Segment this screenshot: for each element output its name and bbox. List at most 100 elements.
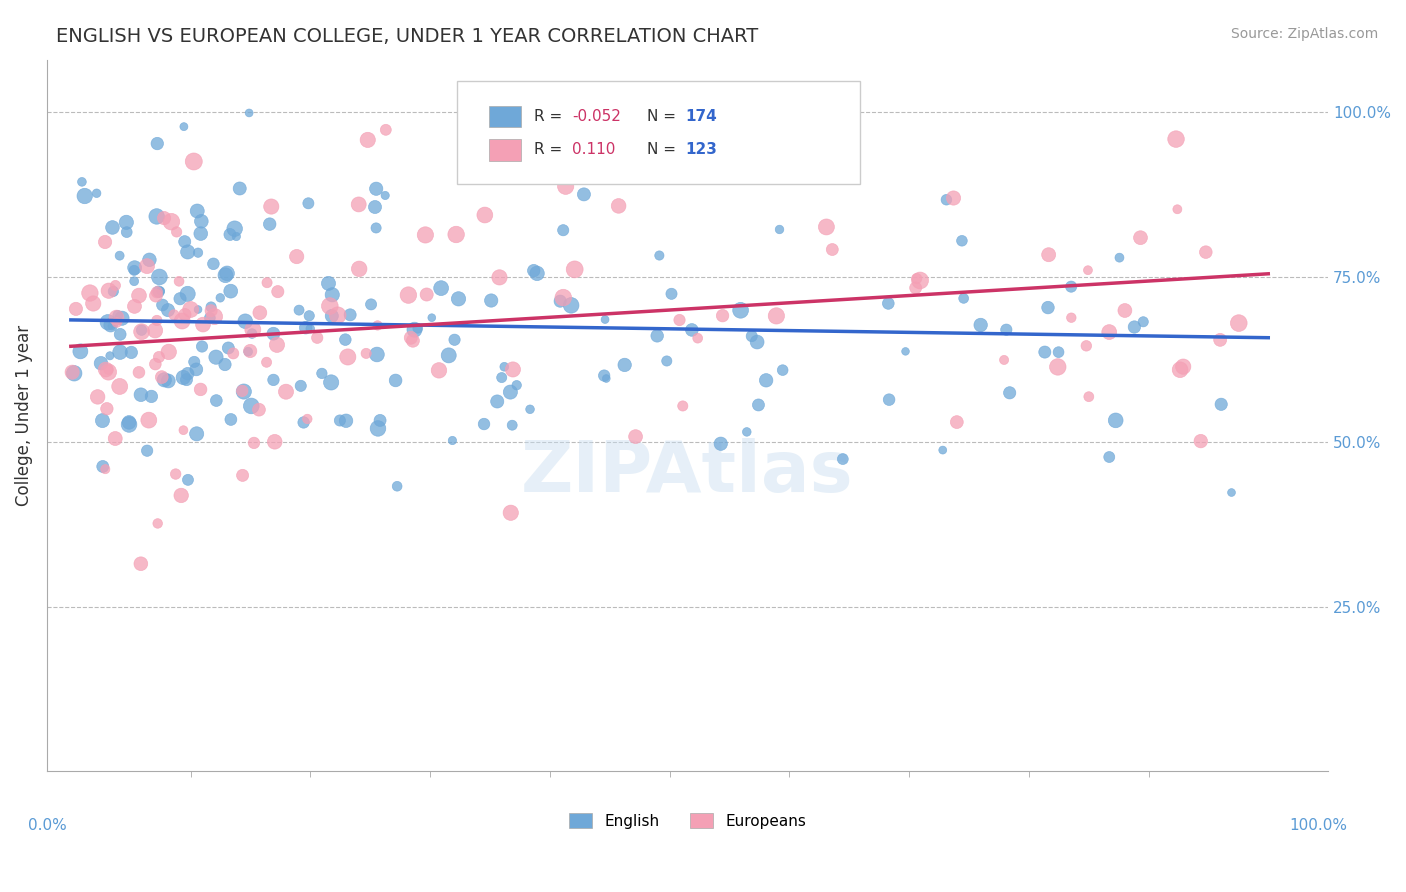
Point: [73, 189, 96, 203]
Point: [219, 412, 242, 426]
Point: [141, 389, 163, 403]
Point: [374, 123, 396, 137]
Point: [262, 373, 284, 387]
Point: [149, 284, 172, 298]
Point: [105, 310, 128, 325]
Point: [243, 436, 266, 450]
Point: [104, 432, 127, 446]
Point: [205, 393, 228, 408]
Point: [60, 365, 83, 379]
Point: [908, 273, 931, 287]
Point: [186, 204, 208, 219]
Point: [772, 363, 794, 377]
Point: [266, 338, 288, 352]
Point: [501, 418, 523, 433]
Point: [239, 344, 262, 359]
Point: [122, 263, 145, 277]
Point: [747, 398, 769, 412]
Point: [553, 223, 575, 237]
Point: [145, 288, 167, 302]
Point: [307, 331, 329, 345]
Point: [176, 373, 198, 387]
Point: [200, 300, 222, 314]
Point: [1173, 359, 1195, 374]
Point: [242, 322, 264, 336]
Point: [519, 402, 541, 417]
Point: [115, 225, 138, 239]
Point: [191, 318, 214, 332]
Point: [177, 473, 200, 487]
Point: [969, 318, 991, 332]
Point: [124, 299, 146, 313]
Point: [131, 325, 153, 339]
Point: [146, 313, 169, 327]
Point: [165, 467, 187, 481]
Point: [364, 200, 387, 214]
Point: [176, 367, 198, 381]
Point: [318, 277, 340, 291]
Point: [219, 227, 242, 242]
Text: 100.0%: 100.0%: [1289, 818, 1347, 832]
Point: [711, 309, 734, 323]
Point: [335, 414, 357, 428]
Point: [97, 315, 120, 329]
Point: [90, 356, 112, 370]
Text: 123: 123: [685, 143, 717, 158]
Text: 0.110: 0.110: [572, 143, 616, 158]
Point: [735, 425, 758, 439]
Point: [153, 211, 176, 225]
Point: [321, 287, 343, 301]
Point: [190, 383, 212, 397]
Point: [347, 197, 370, 211]
Point: [360, 297, 382, 311]
Text: ENGLISH VS EUROPEAN COLLEGE, UNDER 1 YEAR CORRELATION CHART: ENGLISH VS EUROPEAN COLLEGE, UNDER 1 YEA…: [56, 27, 758, 45]
Point: [655, 354, 678, 368]
Point: [190, 227, 212, 241]
Point: [259, 217, 281, 231]
Point: [172, 423, 194, 437]
Point: [548, 294, 571, 309]
Point: [502, 362, 524, 376]
Point: [70, 175, 93, 189]
Point: [86, 390, 108, 404]
Point: [97, 284, 120, 298]
Point: [1060, 279, 1083, 293]
Text: R =: R =: [534, 109, 567, 124]
Y-axis label: College, Under 1 year: College, Under 1 year: [15, 325, 32, 506]
Point: [129, 388, 152, 402]
Point: [821, 243, 844, 257]
Point: [905, 271, 928, 285]
Point: [1047, 345, 1070, 359]
Point: [613, 358, 636, 372]
Point: [94, 362, 117, 376]
Point: [292, 416, 315, 430]
Point: [399, 331, 422, 345]
Point: [645, 328, 668, 343]
Point: [385, 479, 408, 493]
Point: [339, 308, 361, 322]
Point: [63, 366, 86, 380]
Point: [186, 426, 208, 441]
Point: [1033, 345, 1056, 359]
Point: [148, 285, 170, 299]
Point: [143, 357, 166, 371]
Point: [176, 244, 198, 259]
Point: [648, 248, 671, 262]
Point: [595, 371, 617, 385]
Point: [1164, 132, 1187, 146]
Point: [232, 384, 254, 399]
Point: [755, 373, 778, 387]
Point: [499, 385, 522, 400]
Legend: English, Europeans: English, Europeans: [562, 806, 813, 835]
Point: [190, 214, 212, 228]
Point: [420, 310, 443, 325]
Point: [152, 298, 174, 312]
Point: [765, 309, 787, 323]
Point: [274, 384, 297, 399]
Point: [209, 291, 232, 305]
Point: [593, 312, 616, 326]
Point: [160, 215, 183, 229]
Text: N =: N =: [647, 143, 681, 158]
Point: [256, 276, 278, 290]
Point: [262, 326, 284, 341]
